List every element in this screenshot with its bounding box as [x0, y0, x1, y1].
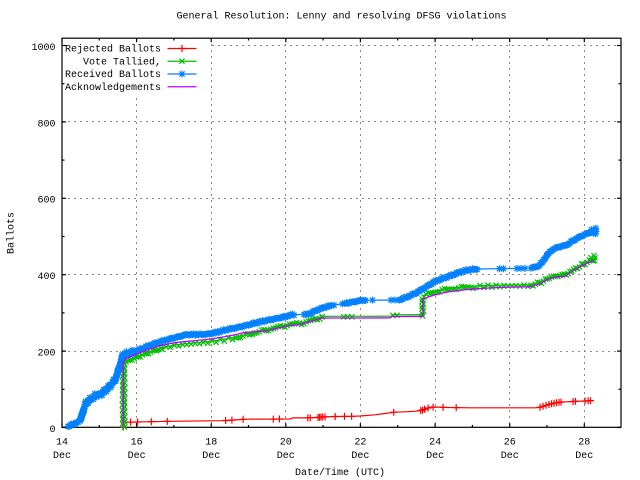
- svg-text:16: 16: [131, 438, 143, 449]
- svg-text:Received Ballots: Received Ballots: [65, 69, 161, 81]
- svg-text:Dec: Dec: [426, 451, 444, 462]
- svg-text:Date/Time (UTC): Date/Time (UTC): [295, 467, 385, 479]
- svg-text:800: 800: [37, 119, 55, 130]
- svg-text:1000: 1000: [31, 43, 55, 54]
- svg-text:20: 20: [280, 438, 292, 449]
- svg-text:Ballots: Ballots: [6, 212, 18, 254]
- svg-text:Dec: Dec: [501, 451, 519, 462]
- svg-text:18: 18: [205, 438, 217, 449]
- svg-text:General Resolution: Lenny and: General Resolution: Lenny and resolving …: [176, 11, 506, 23]
- svg-text:Acknowledgements: Acknowledgements: [65, 82, 161, 94]
- svg-text:Dec: Dec: [202, 451, 220, 462]
- svg-text:Dec: Dec: [351, 451, 369, 462]
- svg-text:Dec: Dec: [277, 451, 295, 462]
- svg-text:Rejected Ballots: Rejected Ballots: [65, 44, 161, 56]
- svg-text:400: 400: [37, 272, 55, 283]
- svg-text:Dec: Dec: [53, 451, 71, 462]
- svg-text:600: 600: [37, 196, 55, 207]
- svg-text:Dec: Dec: [128, 451, 146, 462]
- svg-text:0: 0: [49, 425, 55, 436]
- svg-text:Vote Tallied,: Vote Tallied,: [83, 56, 161, 68]
- svg-text:14: 14: [56, 438, 68, 449]
- svg-text:28: 28: [578, 438, 590, 449]
- svg-text:Dec: Dec: [575, 451, 593, 462]
- svg-text:200: 200: [37, 349, 55, 360]
- svg-text:24: 24: [429, 438, 441, 449]
- svg-text:26: 26: [504, 438, 516, 449]
- svg-text:22: 22: [354, 438, 366, 449]
